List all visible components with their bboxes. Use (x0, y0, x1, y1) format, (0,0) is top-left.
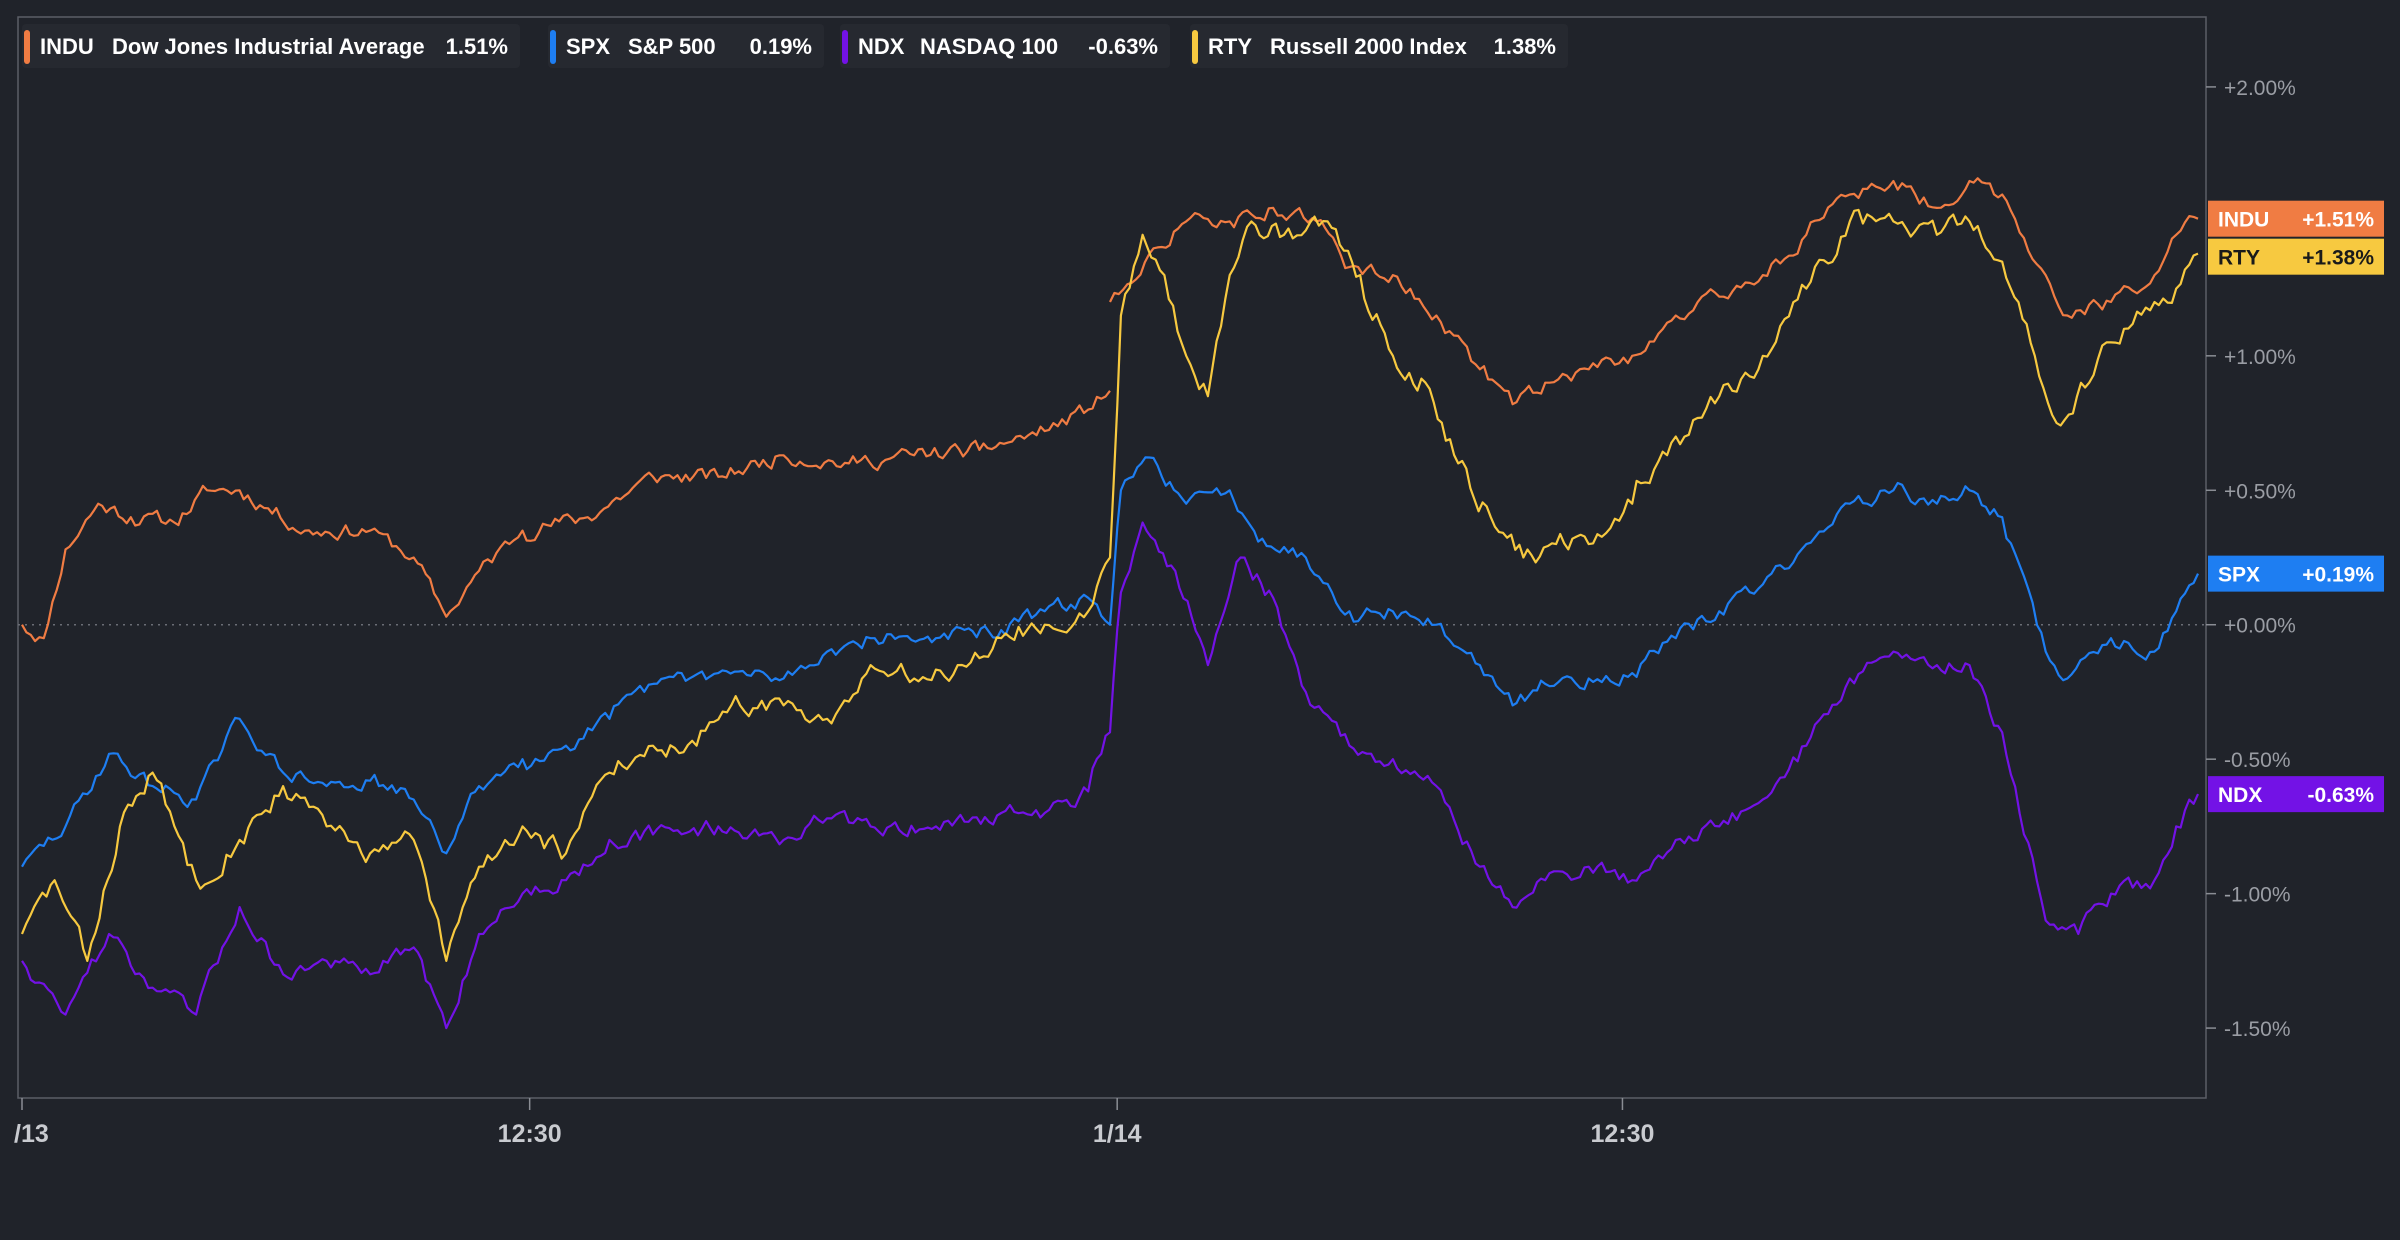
y-tick-label: -1.00% (2224, 884, 2291, 907)
legend-name: Russell 2000 Index (1270, 34, 1468, 59)
end-label-value: -0.63% (2307, 784, 2374, 807)
x-tick-label: /13 (14, 1120, 49, 1148)
end-label-box (2208, 776, 2384, 813)
legend-swatch (1192, 30, 1198, 64)
series-line-indu (1109, 177, 2199, 406)
legend-item-indu[interactable]: INDU Dow Jones Industrial Average 1.51% (22, 24, 520, 68)
legend-change: 1.51% (446, 34, 508, 59)
legend-item-ndx[interactable]: NDX NASDAQ 100 -0.63% (840, 24, 1170, 68)
end-label-ndx: NDX -0.63% (2208, 776, 2384, 813)
legend-symbol: RTY (1208, 34, 1252, 59)
legend-item-spx[interactable]: SPX S&P 500 0.19% (548, 24, 824, 68)
legend-chip[interactable] (1190, 24, 1568, 68)
end-label-value: +1.38% (2302, 247, 2374, 270)
legend-change: -0.63% (1088, 34, 1158, 59)
series-rty (20, 208, 2199, 962)
legend-item-rty[interactable]: RTY Russell 2000 Index 1.38% (1190, 24, 1568, 68)
legend-chip[interactable] (22, 24, 520, 68)
y-tick-label: -0.50% (2224, 749, 2291, 772)
end-label-box (2208, 555, 2384, 592)
legend-swatch (24, 30, 30, 64)
y-tick-label: +1.00% (2224, 346, 2296, 369)
series-indu (21, 177, 2199, 643)
y-tick-label: -1.50% (2224, 1018, 2291, 1041)
legend-symbol: SPX (566, 34, 610, 59)
end-label-box (2208, 238, 2384, 275)
legend-change: 1.38% (1494, 34, 1556, 59)
legend-name: NASDAQ 100 (920, 34, 1058, 59)
end-label-symbol: NDX (2218, 784, 2262, 807)
end-label-box (2208, 200, 2384, 237)
series-ndx (21, 521, 2200, 1030)
legend-chip[interactable] (548, 24, 824, 68)
series-spx (21, 456, 2199, 868)
legend-swatch (550, 30, 556, 64)
end-label-spx: SPX +0.19% (2208, 555, 2384, 592)
legend-name: Dow Jones Industrial Average (112, 34, 425, 59)
legend-symbol: INDU (40, 34, 94, 59)
end-label-value: +1.51% (2302, 209, 2374, 232)
x-tick-label: 1/14 (1093, 1120, 1142, 1148)
end-label-symbol: SPX (2218, 564, 2260, 587)
end-label-rty: RTY +1.38% (2208, 238, 2384, 275)
end-label-symbol: INDU (2218, 209, 2269, 232)
x-tick-label: 12:30 (1590, 1120, 1654, 1148)
end-label-value: +0.19% (2302, 564, 2374, 587)
legend-chip[interactable] (840, 24, 1170, 68)
end-label-symbol: RTY (2218, 247, 2260, 270)
legend-change: 0.19% (750, 34, 812, 59)
x-tick-label: 12:30 (498, 1120, 562, 1148)
legend-swatch (842, 30, 848, 64)
y-tick-label: +0.50% (2224, 480, 2296, 503)
legend-name: S&P 500 (628, 34, 716, 59)
series-line-ndx (21, 521, 2200, 1030)
legend-symbol: NDX (858, 34, 905, 59)
series-line-spx (21, 456, 2199, 868)
series-line-rty (20, 208, 2199, 962)
series-line-indu (21, 390, 1111, 643)
end-label-indu: INDU +1.51% (2208, 200, 2384, 237)
plot-frame (17, 16, 2207, 1099)
y-tick-label: +2.00% (2224, 77, 2296, 100)
y-tick-label: +0.00% (2224, 615, 2296, 638)
